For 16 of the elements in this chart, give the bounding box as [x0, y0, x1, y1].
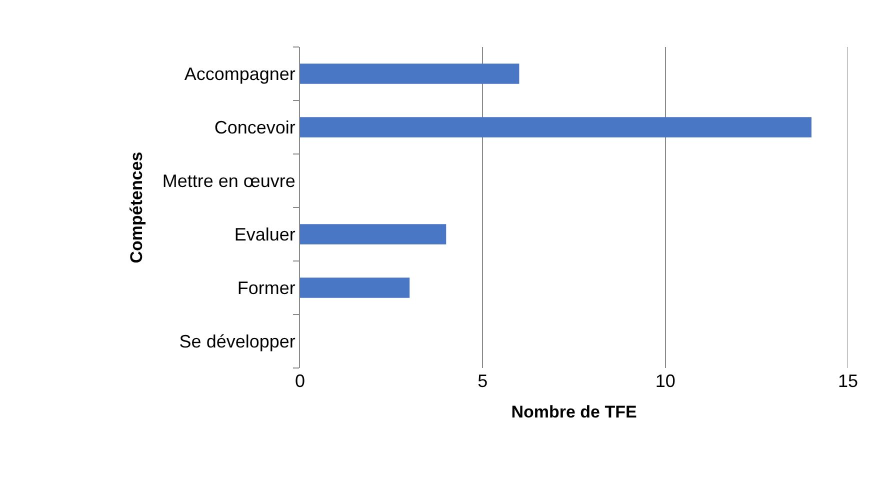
y-tick-label: Accompagner: [184, 64, 296, 84]
x-tick-label: 10: [655, 371, 676, 391]
y-tick-label: Se développer: [179, 332, 296, 352]
x-tick-label: 0: [294, 371, 306, 391]
bar: [300, 278, 410, 298]
y-tick-label: Former: [237, 278, 296, 298]
bar: [300, 117, 812, 138]
y-tick-label: Mettre en œuvre: [162, 171, 296, 192]
y-tick-label: Evaluer: [234, 224, 296, 245]
x-tick-label: 15: [838, 371, 858, 391]
bar: [300, 64, 520, 84]
bar: [300, 224, 446, 244]
x-tick-label: 5: [478, 371, 488, 391]
y-axis-title: Compétences: [126, 152, 146, 264]
y-tick-label: Concevoir: [214, 118, 296, 138]
x-axis-title: Nombre de TFE: [511, 402, 637, 422]
